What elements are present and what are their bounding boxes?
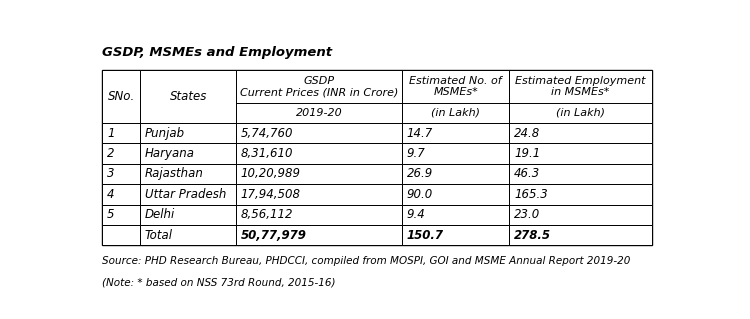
Text: 278.5: 278.5	[514, 229, 551, 242]
Bar	[140, 204, 236, 225]
Text: SNo.: SNo.	[108, 90, 135, 103]
Bar	[103, 70, 140, 123]
Text: Source: PHD Research Bureau, PHDCCI, compiled from MOSPI, GOI and MSME Annual Re: Source: PHD Research Bureau, PHDCCI, com…	[103, 256, 631, 266]
Bar	[140, 225, 236, 245]
Text: Punjab: Punjab	[145, 127, 185, 140]
Text: 50,77,979: 50,77,979	[241, 229, 307, 242]
Text: 9.7: 9.7	[406, 147, 425, 160]
Bar	[402, 123, 509, 144]
Text: 150.7: 150.7	[406, 229, 443, 242]
Bar	[140, 164, 236, 184]
Text: Delhi: Delhi	[145, 208, 176, 221]
Text: 17,94,508: 17,94,508	[241, 188, 301, 201]
Text: (in Lakh): (in Lakh)	[431, 108, 480, 118]
Text: 26.9: 26.9	[406, 167, 433, 181]
Text: GSDP
Current Prices (INR in Crore): GSDP Current Prices (INR in Crore)	[240, 76, 398, 97]
Text: 14.7: 14.7	[406, 127, 433, 140]
Text: 3: 3	[107, 167, 115, 181]
Text: Estimated No. of
MSMEs*: Estimated No. of MSMEs*	[410, 76, 502, 97]
Text: (Note: * based on NSS 73rd Round, 2015-16): (Note: * based on NSS 73rd Round, 2015-1…	[103, 277, 336, 287]
Bar	[140, 144, 236, 164]
Text: 2019-20: 2019-20	[296, 108, 342, 118]
Bar	[402, 204, 509, 225]
Text: Total: Total	[145, 229, 173, 242]
Text: 46.3: 46.3	[514, 167, 540, 181]
Text: 1: 1	[107, 127, 115, 140]
Bar	[509, 225, 652, 245]
Text: 165.3: 165.3	[514, 188, 548, 201]
Text: 8,56,112: 8,56,112	[241, 208, 293, 221]
Text: Haryana: Haryana	[145, 147, 195, 160]
Text: States: States	[170, 90, 207, 103]
Bar	[509, 184, 652, 204]
Bar	[140, 123, 236, 144]
Bar	[103, 123, 140, 144]
Bar	[236, 164, 402, 184]
Bar	[103, 164, 140, 184]
Bar	[103, 184, 140, 204]
Text: 90.0: 90.0	[406, 188, 433, 201]
Bar	[236, 144, 402, 164]
Bar	[103, 144, 140, 164]
Bar	[236, 225, 402, 245]
Text: Rajasthan: Rajasthan	[145, 167, 204, 181]
Bar	[402, 184, 509, 204]
Bar	[509, 164, 652, 184]
Text: 5: 5	[107, 208, 115, 221]
Text: 23.0: 23.0	[514, 208, 540, 221]
Text: GSDP, MSMEs and Employment: GSDP, MSMEs and Employment	[103, 46, 332, 59]
Text: Estimated Employment
in MSMEs*: Estimated Employment in MSMEs*	[515, 76, 646, 97]
Bar	[236, 184, 402, 204]
Text: 5,74,760: 5,74,760	[241, 127, 293, 140]
Text: 19.1: 19.1	[514, 147, 540, 160]
Bar	[509, 123, 652, 144]
Text: Uttar Pradesh: Uttar Pradesh	[145, 188, 226, 201]
Bar	[402, 225, 509, 245]
Bar	[402, 144, 509, 164]
Bar	[402, 164, 509, 184]
Text: 10,20,989: 10,20,989	[241, 167, 301, 181]
Text: 4: 4	[107, 188, 115, 201]
Text: (in Lakh): (in Lakh)	[556, 108, 605, 118]
Text: 2: 2	[107, 147, 115, 160]
Bar	[509, 144, 652, 164]
Bar	[140, 184, 236, 204]
Bar	[236, 123, 402, 144]
Text: 8,31,610: 8,31,610	[241, 147, 293, 160]
Bar	[236, 204, 402, 225]
Bar	[103, 225, 140, 245]
Text: 9.4: 9.4	[406, 208, 425, 221]
Text: 24.8: 24.8	[514, 127, 540, 140]
Bar	[103, 204, 140, 225]
Bar	[509, 204, 652, 225]
